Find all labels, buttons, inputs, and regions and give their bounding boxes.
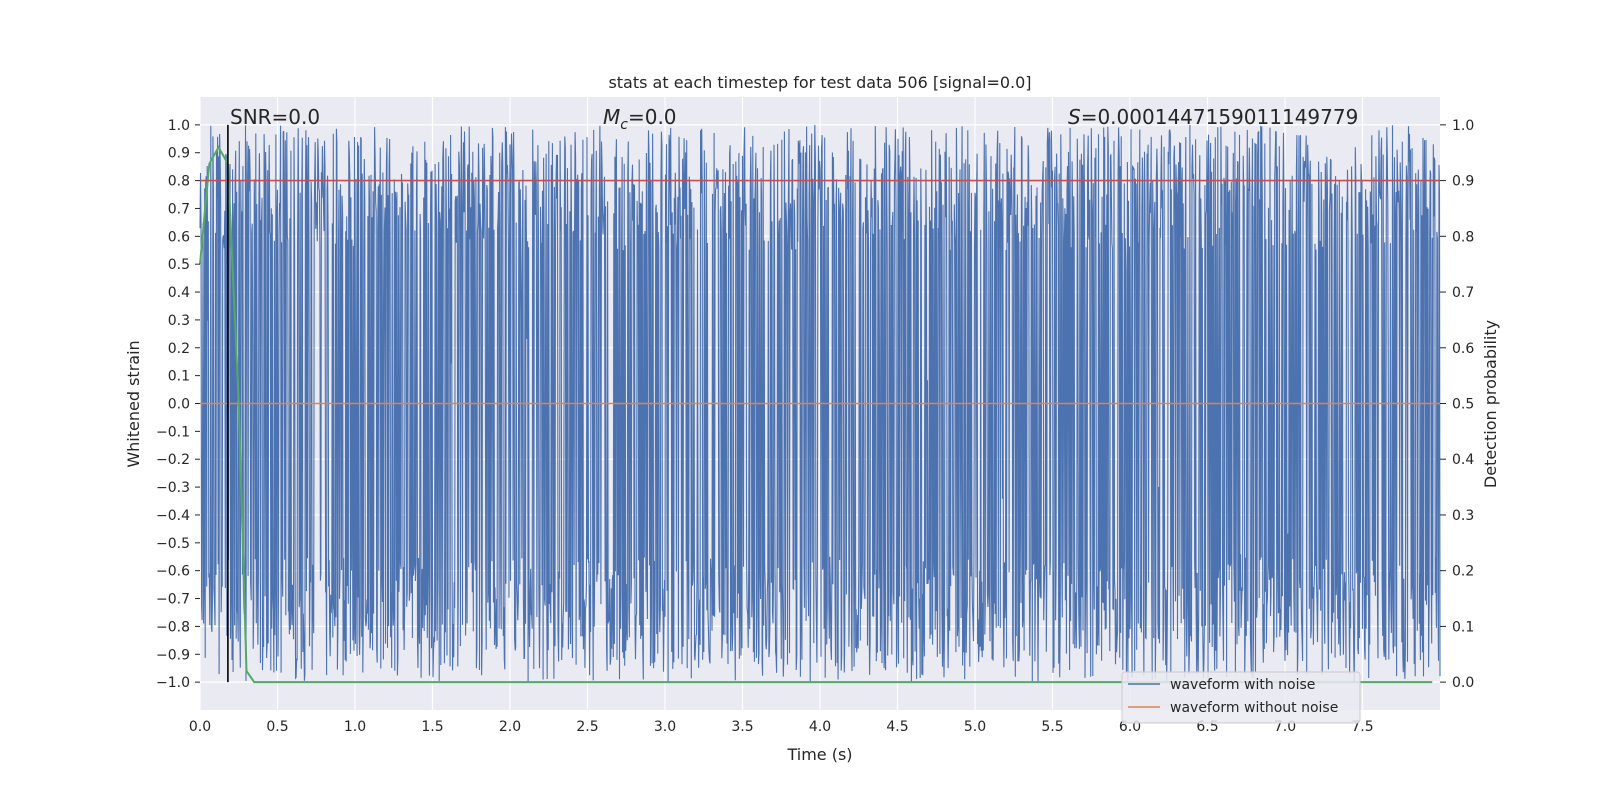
annotation-chirp-mass-sub: c (620, 117, 628, 133)
y-axis-right-label: Detection probability (1481, 320, 1500, 488)
chart-title: stats at each timestep for test data 506… (608, 73, 1031, 92)
y-left-tick-label-5: 0.5 (168, 257, 190, 273)
y-right-tick-label-3: 0.7 (1452, 285, 1474, 301)
legend: waveform with noise waveform without noi… (1121, 671, 1361, 724)
series-noise-line (199, 124, 1441, 683)
series-detection-probability (199, 145, 1433, 684)
y-left-tick-label-20: −1.0 (156, 675, 190, 691)
x-tick-label-8: 4.0 (809, 719, 831, 735)
y-left-tick-label-3: 0.7 (168, 201, 190, 217)
x-tick-label-3: 1.5 (421, 719, 443, 735)
y-left-tick-label-16: −0.6 (156, 564, 190, 580)
y-axis-left-label: Whitened strain (124, 340, 143, 467)
y-left-tick-label-10: 0.0 (168, 397, 190, 413)
y-left-tick-label-14: −0.4 (156, 508, 190, 524)
annotations (200, 124, 1440, 683)
x-tick-label-10: 5.0 (964, 719, 986, 735)
y-right-tick-label-1: 0.9 (1452, 174, 1474, 190)
x-tick-label-6: 3.0 (654, 719, 676, 735)
x-tick-label-7: 3.5 (731, 719, 753, 735)
x-tick-label-0: 0.0 (189, 719, 211, 735)
legend-box (1121, 671, 1361, 724)
y-right-tick-label-2: 0.8 (1452, 229, 1474, 245)
y-left-tick-label-19: −0.9 (156, 647, 190, 663)
y-left-tick-label-7: 0.3 (168, 313, 190, 329)
x-axis-label: Time (s) (786, 745, 852, 764)
annotation-chirp-mass: Mc=0.0 (603, 105, 677, 133)
y-left-tick-label-18: −0.8 (156, 619, 190, 635)
x-tick-label-2: 1.0 (344, 719, 366, 735)
annotation-chirp-mass-symbol: M (603, 105, 620, 129)
x-tick-label-1: 0.5 (266, 719, 288, 735)
x-tick-label-11: 5.5 (1041, 719, 1063, 735)
y-left-tick-label-8: 0.2 (168, 341, 190, 357)
annotation-snr: SNR=0.0 (230, 105, 320, 129)
legend-label-noise: waveform with noise (1170, 677, 1315, 693)
annotation-chirp-mass-value: =0.0 (628, 105, 677, 129)
series-waveform-with-noise (199, 124, 1441, 683)
y-right-tick-label-8: 0.2 (1452, 564, 1474, 580)
y-left-tick-label-12: −0.2 (156, 452, 190, 468)
y-right-tick-label-6: 0.4 (1452, 452, 1474, 468)
x-tick-label-4: 2.0 (499, 719, 521, 735)
y-left-tick-label-11: −0.1 (156, 424, 190, 440)
x-tick-label-5: 2.5 (576, 719, 598, 735)
y-right-tick-label-7: 0.3 (1452, 508, 1474, 524)
y-axis-right-ticks: 1.0 0.9 0.8 0.7 0.6 0.5 0.4 0.3 0.2 0.1 0.0 (1440, 118, 1474, 691)
y-left-tick-label-15: −0.5 (156, 536, 190, 552)
y-left-tick-label-13: −0.3 (156, 480, 190, 496)
y-axis-left-ticks: 1.0 0.9 0.8 0.7 0.6 0.5 0.4 0.3 0.2 0.1 0.0 −0.1 −0.… (156, 118, 200, 691)
x-axis-ticks: 0.0 0.5 1.0 1.5 2.0 2.5 3.0 3.5 4.0 4.5 5.0 5.5 6.0 6… (189, 719, 1374, 735)
y-left-tick-label-2: 0.8 (168, 174, 190, 190)
y-right-tick-label-0: 1.0 (1452, 118, 1474, 134)
y-right-tick-label-4: 0.6 (1452, 341, 1474, 357)
legend-label-clean: waveform without noise (1170, 700, 1338, 716)
series-probability-line (199, 145, 1433, 684)
y-right-tick-label-9: 0.1 (1452, 619, 1474, 635)
y-right-tick-label-5: 0.5 (1452, 397, 1474, 413)
y-left-tick-label-4: 0.6 (168, 229, 190, 245)
y-left-tick-label-0: 1.0 (168, 118, 190, 134)
y-left-tick-label-1: 0.9 (168, 146, 190, 162)
y-left-tick-label-6: 0.4 (168, 285, 190, 301)
y-right-tick-label-10: 0.0 (1452, 675, 1474, 691)
y-left-tick-label-9: 0.1 (168, 369, 190, 385)
y-left-tick-label-17: −0.7 (156, 592, 190, 608)
annotation-score-symbol: S (1068, 105, 1081, 129)
annotation-score-value: =0.0001447159011149779 (1081, 105, 1359, 129)
x-tick-label-9: 4.5 (886, 719, 908, 735)
annotation-score: S=0.0001447159011149779 (1068, 105, 1358, 129)
